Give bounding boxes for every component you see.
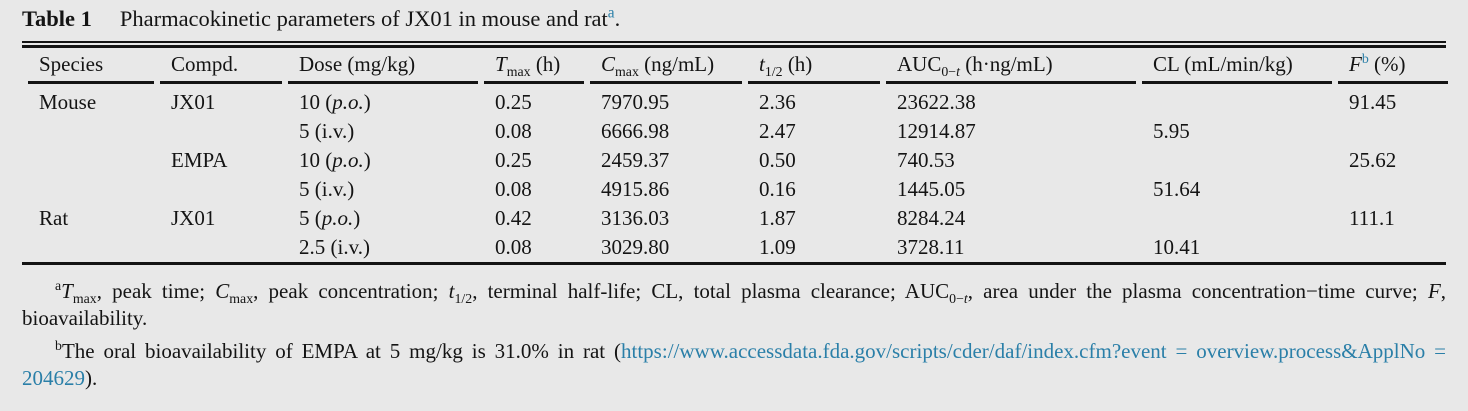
footnote-a: aTmax, peak time; Cmax, peak concentrati… — [22, 278, 1446, 331]
cell-f — [1338, 117, 1448, 146]
cell-thalf: 2.47 — [759, 119, 796, 143]
col-header-cmax: Cmax (ng/mL) — [590, 48, 742, 84]
cell-compd: JX01 — [171, 90, 216, 114]
cell-compd — [160, 175, 282, 204]
col-header-tmax: Tmax (h) — [484, 48, 584, 84]
col-header-thalf: t1/2 (h) — [748, 48, 880, 84]
fda-link[interactable]: https://www.accessdata.fda.gov/scripts/c… — [22, 339, 1446, 390]
cell-cl: 10.41 — [1153, 235, 1201, 259]
caption-period: . — [614, 6, 621, 31]
table-row: Mouse JX01 10 (p.o.) 0.25 7970.95 2.36 2… — [28, 84, 1448, 117]
cell-dose: 10 (p.o.) — [299, 148, 371, 172]
cell-thalf: 0.50 — [759, 148, 796, 172]
col-header-auc: AUC0−t (h·ng/mL) — [886, 48, 1136, 84]
cell-cmax: 2459.37 — [601, 148, 670, 172]
cell-compd: JX01 — [171, 206, 216, 230]
cell-cmax: 3029.80 — [601, 235, 670, 259]
cell-auc: 8284.24 — [897, 206, 966, 230]
cell-compd: EMPA — [171, 148, 228, 172]
cell-auc: 1445.05 — [897, 177, 966, 201]
cell-f: 25.62 — [1349, 148, 1397, 172]
footnote-b-suffix: ). — [85, 365, 98, 390]
top-double-rule — [22, 41, 1446, 48]
table-row: EMPA 10 (p.o.) 0.25 2459.37 0.50 740.53 … — [28, 146, 1448, 175]
cell-thalf: 0.16 — [759, 177, 796, 201]
cell-species — [28, 117, 154, 146]
cell-species: Mouse — [39, 90, 97, 114]
cell-dose: 5 (i.v.) — [299, 119, 355, 143]
table-block: Table 1 Pharmacokinetic parameters of JX0… — [22, 4, 1448, 391]
cell-auc: 12914.87 — [897, 119, 976, 143]
table-caption: Pharmacokinetic parameters of JX01 in mo… — [119, 6, 608, 31]
table-row: 2.5 (i.v.) 0.08 3029.80 1.09 3728.11 10.… — [28, 233, 1448, 262]
cell-tmax: 0.08 — [495, 235, 532, 259]
footnote-ref-a: a — [607, 4, 615, 22]
footnote-b: bThe oral bioavailability of EMPA at 5 m… — [22, 338, 1446, 391]
cell-thalf: 1.09 — [759, 235, 796, 259]
col-header-dose: Dose (mg/kg) — [288, 48, 478, 84]
table-number: Table 1 — [22, 6, 92, 31]
table-row: 5 (i.v.) 0.08 6666.98 2.47 12914.87 5.95 — [28, 117, 1448, 146]
cell-dose: 5 (i.v.) — [299, 177, 355, 201]
cell-cmax: 4915.86 — [601, 177, 670, 201]
cell-species — [28, 175, 154, 204]
cell-auc: 23622.38 — [897, 90, 976, 114]
cell-f: 91.45 — [1349, 90, 1397, 114]
cell-species — [28, 146, 154, 175]
cell-dose: 5 (p.o.) — [299, 206, 361, 230]
cell-cl — [1142, 84, 1332, 117]
cell-species: Rat — [39, 206, 69, 230]
cell-auc: 3728.11 — [897, 235, 965, 259]
cell-dose: 2.5 (i.v.) — [299, 235, 370, 259]
header-row: Species Compd. Dose (mg/kg) Tmax (h) Cma… — [28, 48, 1448, 84]
footnotes: aTmax, peak time; Cmax, peak concentrati… — [22, 278, 1446, 391]
cell-f — [1338, 175, 1448, 204]
cell-tmax: 0.25 — [495, 148, 532, 172]
footnote-b-marker: b — [55, 338, 62, 353]
footnote-a-text: Tmax, peak time; Cmax, peak concentratio… — [22, 279, 1447, 330]
cell-f: 111.1 — [1349, 206, 1395, 230]
cell-thalf: 1.87 — [759, 206, 796, 230]
pk-parameters-table: Species Compd. Dose (mg/kg) Tmax (h) Cma… — [22, 48, 1454, 262]
cell-compd — [160, 233, 282, 262]
cell-cl — [1142, 146, 1332, 175]
cell-tmax: 0.25 — [495, 90, 532, 114]
table-row: 5 (i.v.) 0.08 4915.86 0.16 1445.05 51.64 — [28, 175, 1448, 204]
footnote-a-marker: a — [55, 278, 62, 293]
bottom-rule — [22, 262, 1446, 265]
col-header-f: Fb (%) — [1338, 48, 1448, 84]
cell-auc: 740.53 — [897, 148, 955, 172]
cell-f — [1338, 233, 1448, 262]
col-header-cl: CL (mL/min/kg) — [1142, 48, 1332, 84]
col-header-species: Species — [28, 48, 154, 84]
cell-tmax: 0.08 — [495, 177, 532, 201]
fda-link-line2: process&ApplNo = 204629 — [22, 339, 1446, 390]
cell-compd — [160, 117, 282, 146]
cell-cl: 5.95 — [1153, 119, 1190, 143]
cell-tmax: 0.08 — [495, 119, 532, 143]
footnote-b-text: The oral bioavailability of EMPA at 5 mg… — [61, 339, 622, 363]
cell-tmax: 0.42 — [495, 206, 532, 230]
table-title: Table 1 Pharmacokinetic parameters of JX0… — [22, 4, 1446, 32]
cell-thalf: 2.36 — [759, 90, 796, 114]
cell-cmax: 6666.98 — [601, 119, 670, 143]
cell-cmax: 3136.03 — [601, 206, 670, 230]
cell-dose: 10 (p.o.) — [299, 90, 371, 114]
cell-cmax: 7970.95 — [601, 90, 670, 114]
cell-cl — [1142, 204, 1332, 233]
cell-cl: 51.64 — [1153, 177, 1201, 201]
cell-species — [28, 233, 154, 262]
fda-link-line1: https://www.accessdata.fda.gov/scripts/c… — [621, 339, 1279, 363]
table-row: Rat JX01 5 (p.o.) 0.42 3136.03 1.87 8284… — [28, 204, 1448, 233]
col-header-compd: Compd. — [160, 48, 282, 84]
